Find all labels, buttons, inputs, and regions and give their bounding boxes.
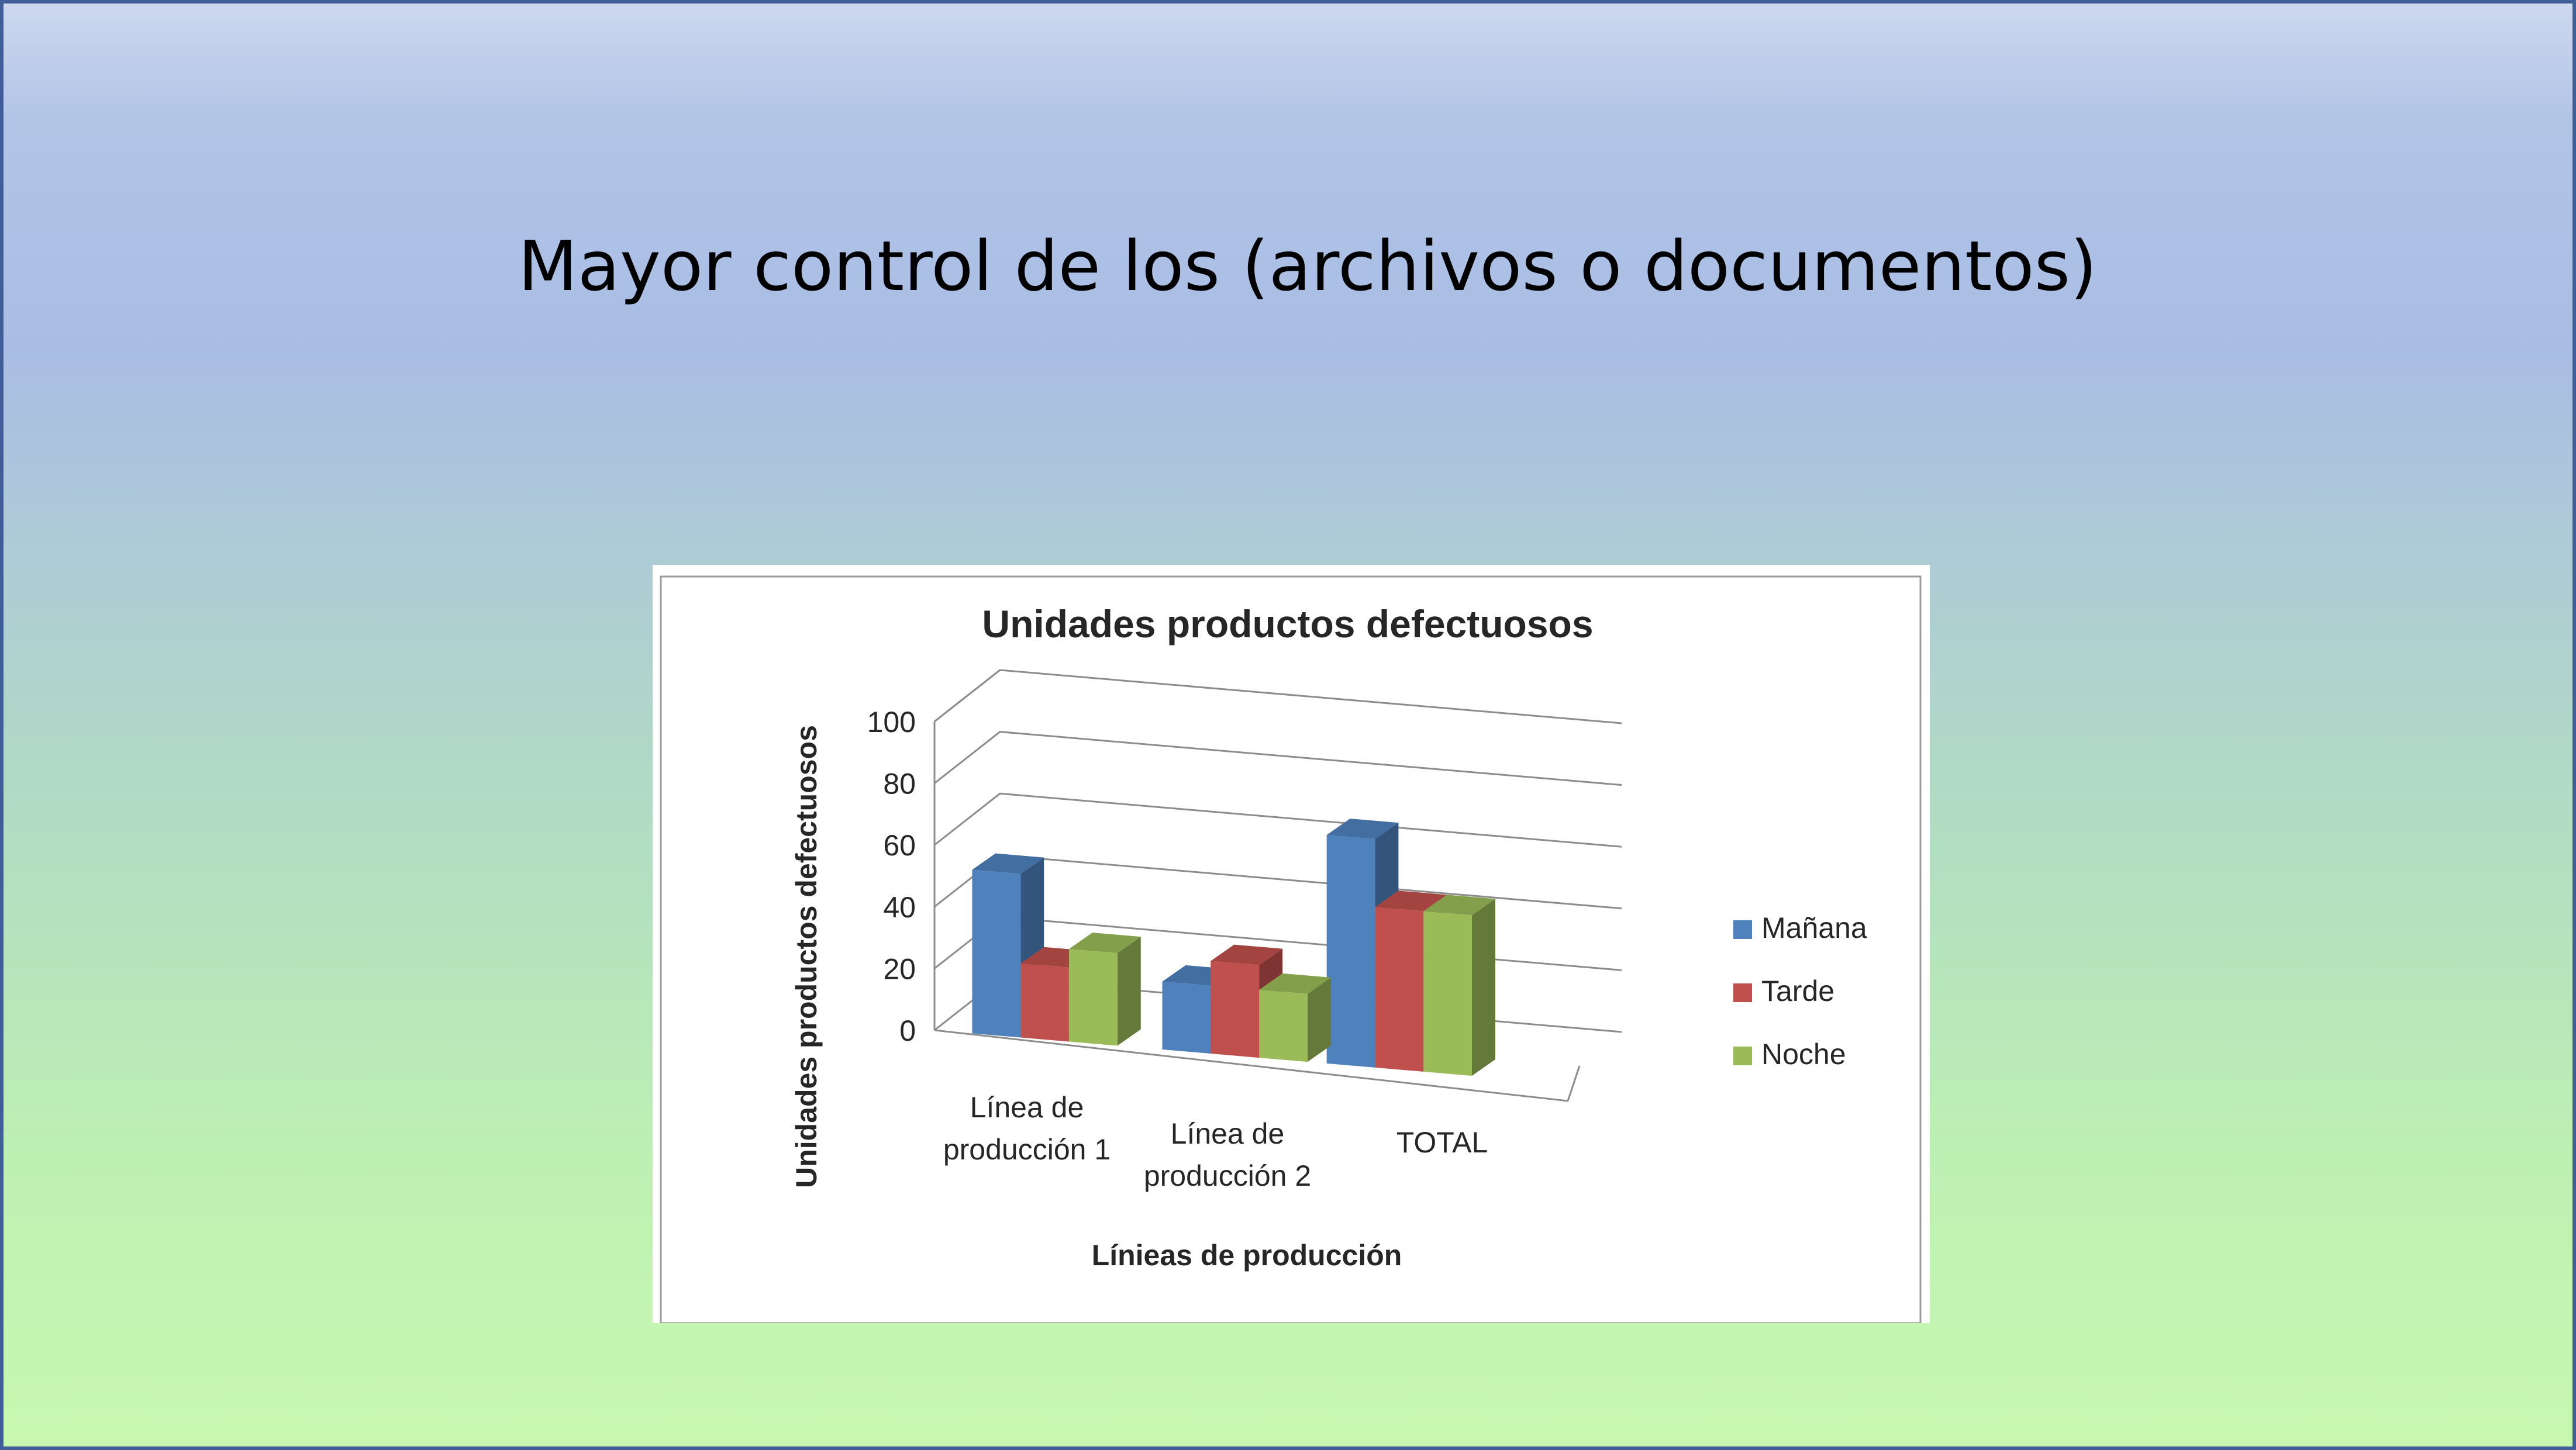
floor-right-edge <box>1567 1065 1581 1102</box>
gridline <box>934 731 1622 786</box>
legend-swatch <box>1733 920 1752 939</box>
x-tick-label-line: producción 1 <box>943 1133 1111 1166</box>
bar-noche-1-top <box>1068 933 1141 954</box>
chart-frame <box>660 575 1922 1323</box>
bar-noche-2-front <box>1259 989 1308 1062</box>
gridline <box>934 669 1622 724</box>
y-tick-label: 40 <box>883 891 916 924</box>
bar-noche-3-front <box>1423 911 1472 1076</box>
x-tick-label-line: TOTAL <box>1396 1126 1488 1159</box>
legend-label: Noche <box>1761 1038 1846 1071</box>
bar-ma-ana-3-front <box>1326 835 1375 1068</box>
y-tick-label: 100 <box>867 706 916 738</box>
y-tick-label: 60 <box>883 829 916 862</box>
bar-noche-2 <box>1259 973 1331 1062</box>
legend: Mañana Tarde Noche <box>1733 912 1867 1071</box>
bar-noche-3-side <box>1471 899 1495 1076</box>
bar-noche-1-front <box>1068 949 1118 1046</box>
bar-tarde-2-top <box>1211 944 1283 965</box>
x-axis-label: Línieas de producción <box>1092 1239 1402 1272</box>
bar-noche-1 <box>1068 933 1141 1046</box>
bar-ma-ana-2-front <box>1162 981 1211 1054</box>
gridline <box>934 792 1622 848</box>
bar-tarde-3-top <box>1375 890 1447 912</box>
bar-tarde-3-front <box>1375 907 1424 1072</box>
x-tick-label-line: Línea de <box>970 1091 1084 1124</box>
chart-title: Unidades productos defectuosos <box>982 602 1593 645</box>
chart: Unidades productos defectuosos 0 20 40 60 80… <box>660 575 1922 1323</box>
x-tick-label: Línea de producción 1 <box>943 1091 1111 1166</box>
x-tick-label-line: Línea de <box>1171 1117 1285 1150</box>
bar-ma-ana-1-front <box>972 869 1021 1038</box>
bar-noche-2-top <box>1259 973 1331 994</box>
legend-swatch <box>1733 983 1752 1002</box>
x-tick-label-line: producción 2 <box>1144 1159 1311 1192</box>
y-tick-label: 20 <box>883 952 916 985</box>
legend-label: Tarde <box>1761 975 1834 1007</box>
floor-front-edge <box>934 1029 1568 1102</box>
bar-noche-2-side <box>1307 977 1331 1062</box>
x-tick-label: Línea de producción 2 <box>1144 1117 1311 1192</box>
y-tick-label: 80 <box>883 768 916 800</box>
bar-ma-ana-3-top <box>1326 819 1399 840</box>
y-axis-label: Unidades productos defectuosos <box>790 725 823 1188</box>
y-tick-label: 0 <box>899 1014 916 1047</box>
bar-tarde-2-front <box>1211 961 1260 1058</box>
bar-noche-3 <box>1423 895 1495 1076</box>
bar-tarde-1-front <box>1020 963 1069 1042</box>
legend-swatch <box>1733 1047 1752 1065</box>
bar-noche-3-top <box>1423 895 1495 916</box>
legend-label: Mañana <box>1761 912 1867 944</box>
slide-title: Mayor control de los (archivos o documen… <box>518 226 2098 306</box>
bar-noche-1-side <box>1117 937 1141 1046</box>
bar-ma-ana-1-top <box>972 853 1044 874</box>
chart-card: Unidades productos defectuosos 0 20 40 60 80… <box>653 565 1930 1323</box>
x-tick-label: TOTAL <box>1396 1126 1488 1159</box>
